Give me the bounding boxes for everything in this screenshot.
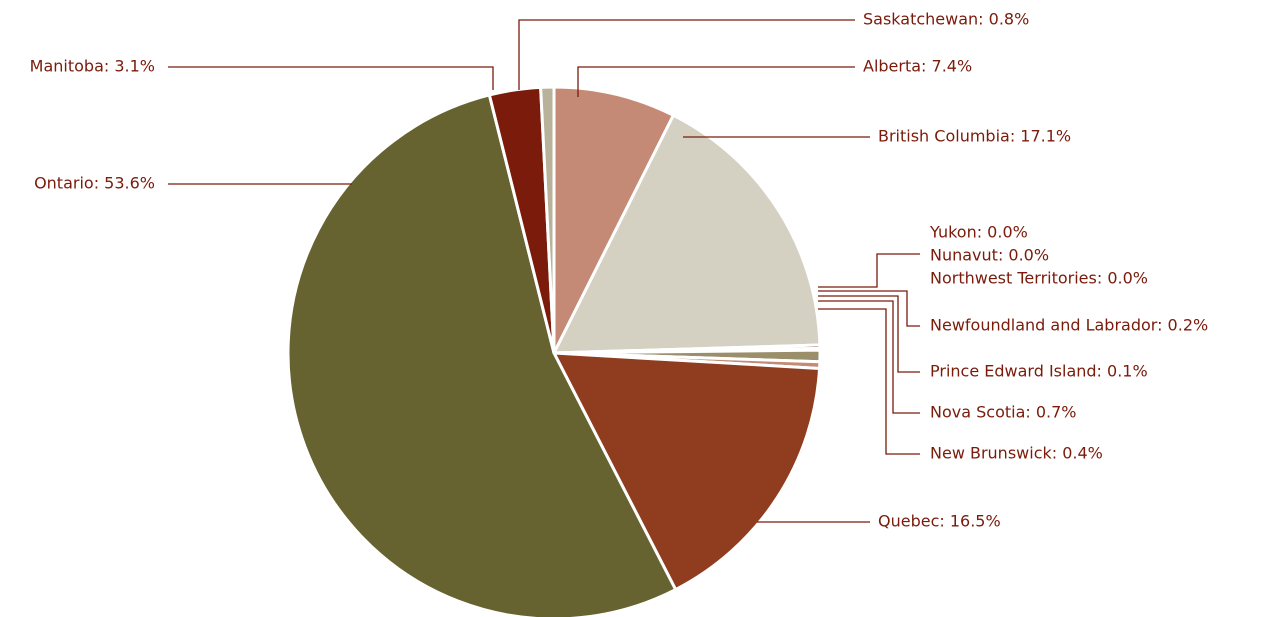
leader-line-alberta — [577, 66, 855, 97]
slice-label-nunavut: Nunavut: 0.0% — [930, 246, 1049, 265]
leader-lines — [168, 19, 920, 523]
slice-label-northwest-territories: Northwest Territories: 0.0% — [930, 269, 1148, 288]
slice-label-prince-edward-island: Prince Edward Island: 0.1% — [930, 362, 1148, 381]
leader-line-new-brunswick — [818, 308, 920, 455]
slice-label-newfoundland-and-labrador: Newfoundland and Labrador: 0.2% — [930, 316, 1208, 335]
leader-line-manitoba — [168, 66, 494, 90]
leader-line-newfoundland-and-labrador — [818, 290, 920, 327]
slice-label-nova-scotia: Nova Scotia: 0.7% — [930, 403, 1077, 422]
leader-line-saskatchewan — [518, 19, 855, 90]
pie-slice-british-columbia — [552, 113, 822, 355]
pie-slice-saskatchewan — [539, 85, 556, 355]
pie-slice-quebec — [552, 351, 822, 592]
slice-label-saskatchewan: Saskatchewan: 0.8% — [863, 10, 1029, 29]
pie-slice-alberta — [552, 85, 675, 355]
leader-line-yukon — [818, 253, 920, 288]
slice-labels: Alberta: 7.4% British Columbia: 17.1% Yuko… — [30, 10, 1209, 531]
pie-slice-ontario — [286, 93, 678, 617]
slice-label-manitoba: Manitoba: 3.1% — [30, 57, 155, 76]
slice-label-british-columbia: British Columbia: 17.1% — [878, 127, 1071, 146]
slice-label-alberta: Alberta: 7.4% — [863, 57, 972, 76]
leader-line-nova-scotia — [818, 300, 920, 414]
leader-line-prince-edward-island — [818, 295, 920, 373]
slice-label-ontario: Ontario: 53.6% — [34, 174, 155, 193]
pie-slices — [286, 85, 822, 617]
slice-label-new-brunswick: New Brunswick: 0.4% — [930, 444, 1103, 463]
slice-label-quebec: Quebec: 16.5% — [878, 512, 1001, 531]
slice-label-yukon: Yukon: 0.0% — [929, 223, 1028, 242]
